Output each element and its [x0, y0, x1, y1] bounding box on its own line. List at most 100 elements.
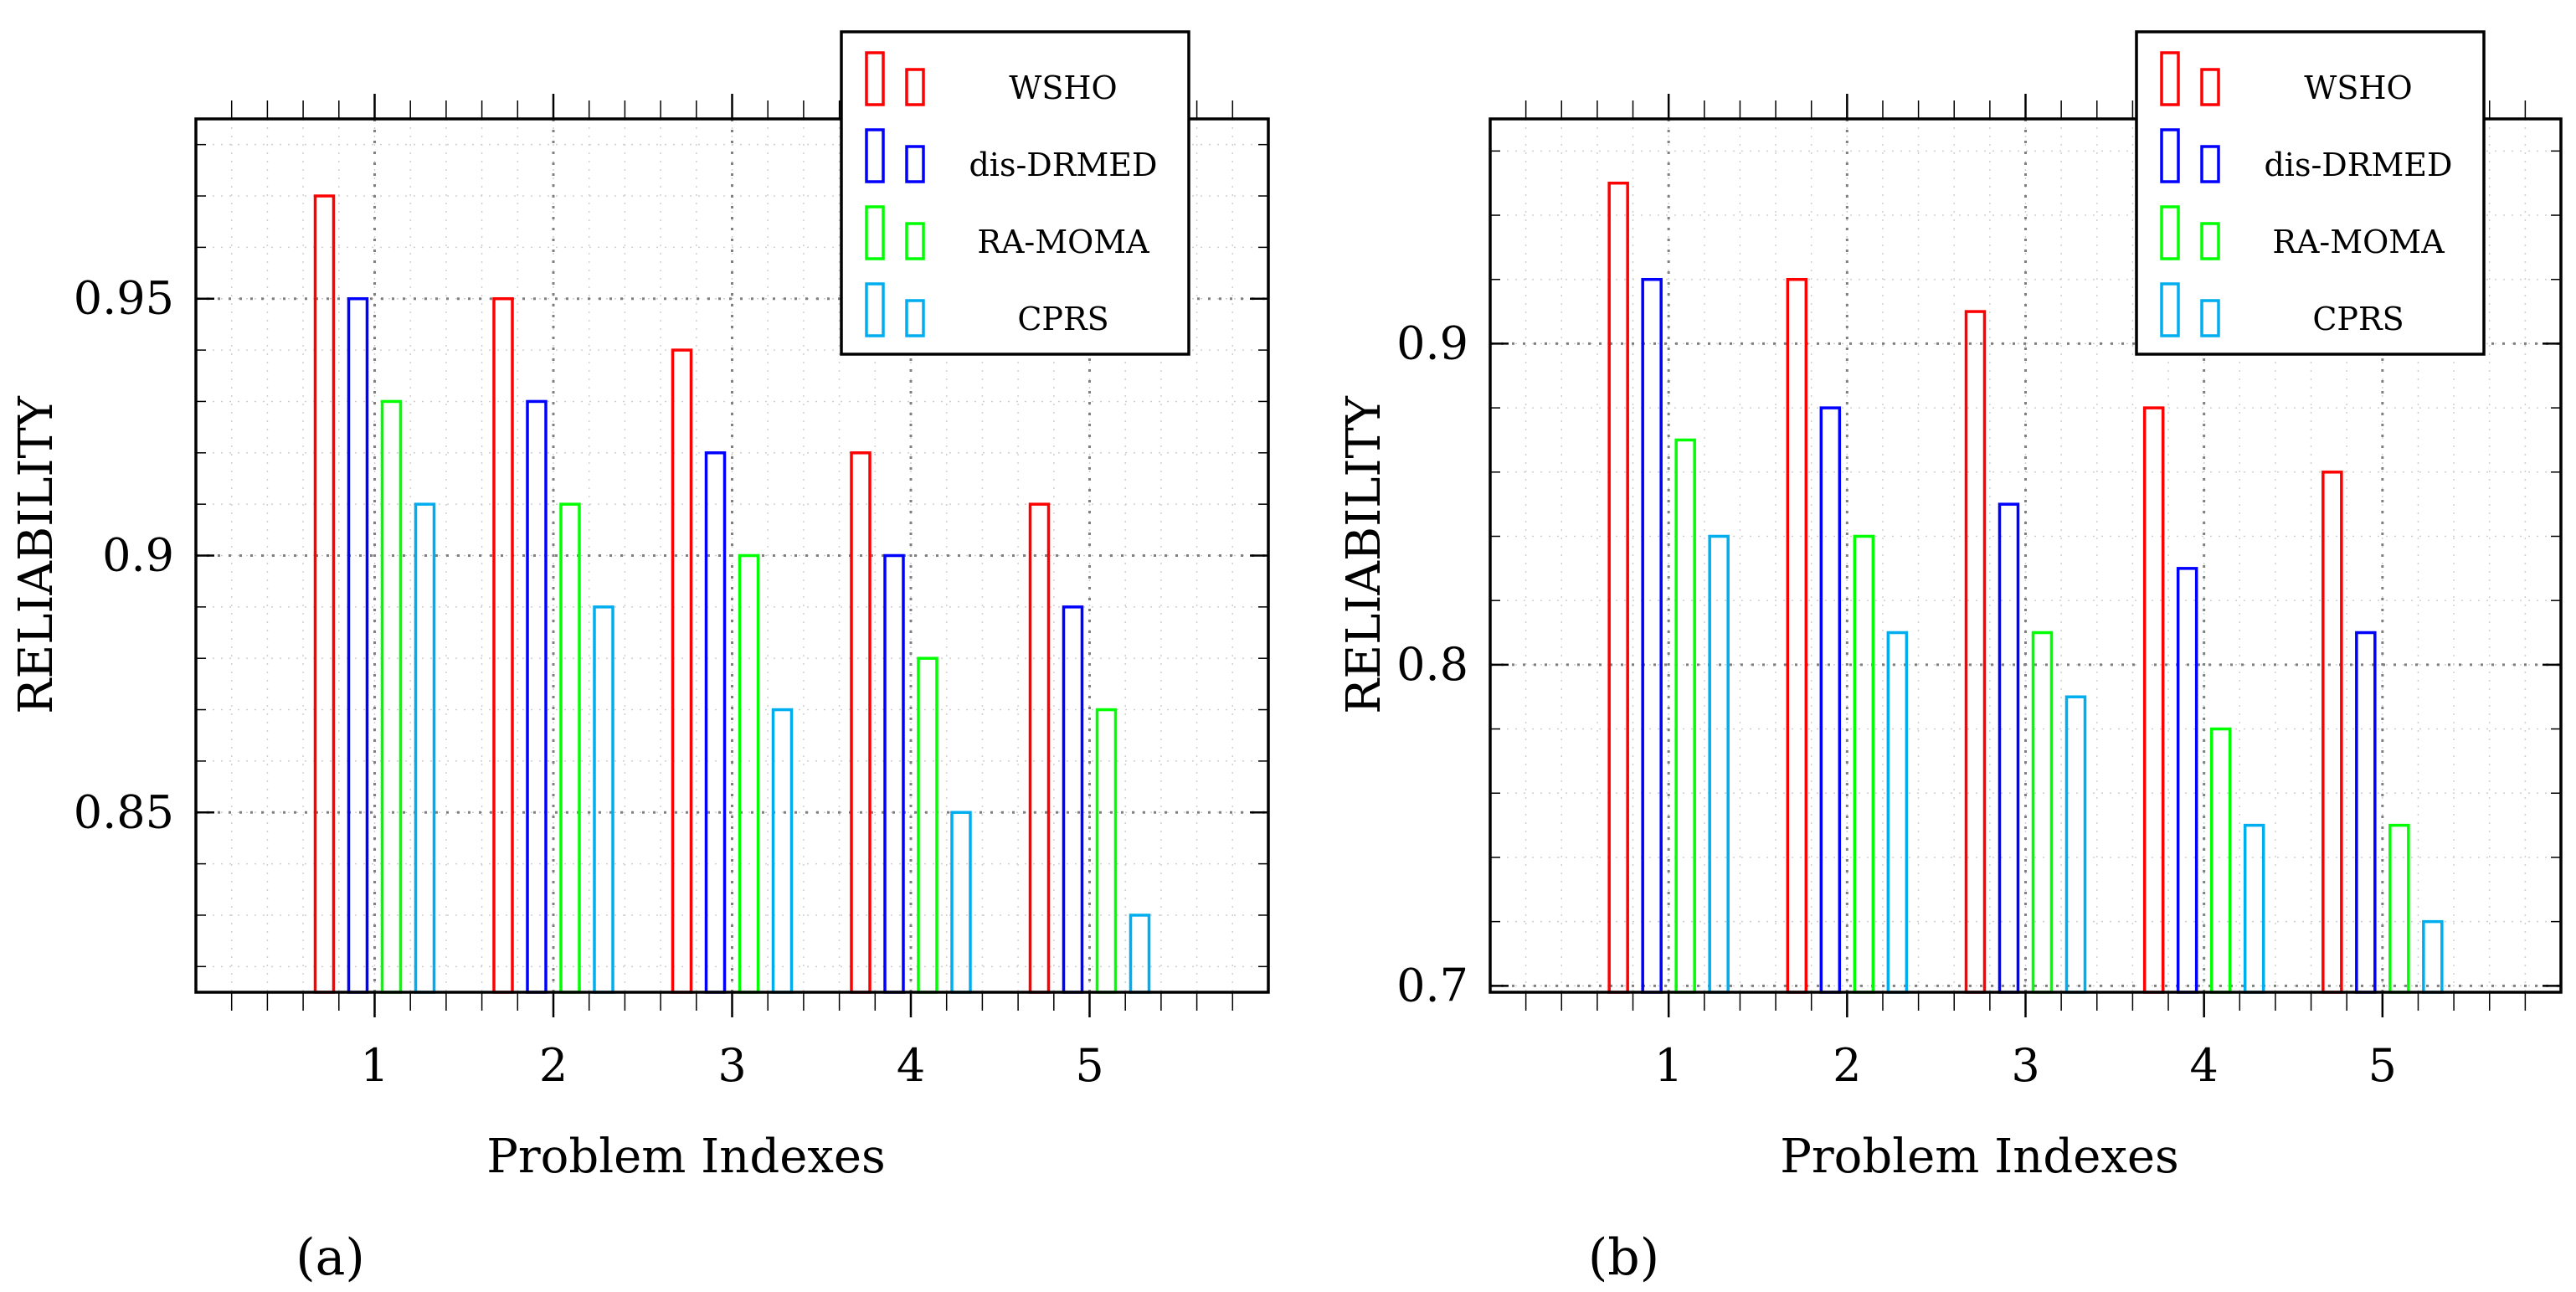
bar — [2388, 823, 2410, 994]
bar — [2209, 727, 2232, 994]
legend-swatch-tall — [865, 128, 885, 183]
bar — [850, 451, 872, 994]
x-tick-label: 4 — [2189, 1039, 2218, 1092]
legend-swatch-tall — [865, 51, 885, 106]
minor-ticks — [1490, 100, 2561, 1011]
x-tick-label: 3 — [717, 1039, 746, 1092]
bar — [917, 656, 938, 994]
series-RA-MOMA — [1674, 438, 2410, 994]
legend-swatch-short — [2200, 68, 2220, 106]
bar — [2064, 695, 2087, 994]
bar — [380, 399, 403, 994]
bar — [738, 553, 760, 994]
legend-label: dis-DRMED — [969, 147, 1157, 183]
chart-panel-1: 0.85 0.9 0.95 1 2 3 4 5 Problem Indexes RELIABILI… — [9, 30, 1270, 1287]
bar — [1028, 502, 1051, 994]
bar — [2031, 631, 2054, 994]
x-tick-label: 2 — [539, 1039, 568, 1092]
bar — [1964, 310, 1987, 994]
y-axis-label: RELIABILITY — [9, 395, 64, 714]
minor-ticks — [196, 100, 1268, 1011]
y-tick-label: 0.9 — [1396, 317, 1468, 369]
legend-box — [2135, 30, 2486, 356]
x-tick-label: 3 — [2011, 1039, 2039, 1092]
bar — [1886, 631, 1909, 994]
legend-swatch-tall — [2160, 128, 2180, 183]
y-axis-label: RELIABILITY — [1337, 395, 1391, 714]
legend-swatch-short — [905, 68, 925, 106]
legend-swatch-tall — [2160, 282, 2180, 337]
bar — [2355, 631, 2377, 994]
bar — [1095, 708, 1118, 994]
bar — [347, 296, 369, 994]
bar — [559, 502, 581, 994]
legend-label: RA-MOMA — [2272, 224, 2445, 260]
x-tick-label: 5 — [1075, 1039, 1103, 1092]
legend-label: WSHO — [2304, 69, 2412, 106]
legend-swatch-tall — [2160, 51, 2180, 106]
y-tick-label: 0.9 — [102, 529, 174, 582]
bar — [1819, 406, 1842, 994]
chart-panel-2: 0.7 0.8 0.9 1 2 3 4 5 Problem Indexes RELIABILITY… — [1337, 30, 2563, 1287]
legend: WSHO dis-DRMED RA-MOMA CPRS — [2135, 30, 2486, 356]
y-tick-label: 0.8 — [1396, 638, 1468, 691]
bar — [2243, 823, 2265, 994]
y-tick-label: 0.7 — [1396, 959, 1468, 1011]
x-axis-label: Problem Indexes — [486, 1130, 886, 1184]
bar — [950, 811, 972, 994]
legend-swatch-short — [2200, 299, 2220, 337]
bar — [526, 399, 548, 994]
legend-label: CPRS — [2312, 301, 2404, 337]
x-tick-label: 1 — [1654, 1039, 1683, 1092]
legend-swatch-short — [2200, 222, 2220, 260]
bar — [1708, 534, 1730, 994]
x-tick-label: 4 — [897, 1039, 925, 1092]
x-axis-label: Problem Indexes — [1780, 1130, 2179, 1184]
panel-label: (a) — [296, 1228, 365, 1287]
legend-swatch-short — [905, 299, 925, 337]
bar — [1853, 534, 1875, 994]
x-tick-label: 5 — [2368, 1039, 2397, 1092]
bar — [2321, 471, 2343, 994]
bar — [1641, 277, 1663, 994]
y-tick-label: 0.95 — [74, 272, 174, 325]
bar — [492, 296, 514, 994]
legend-label: WSHO — [1009, 69, 1117, 106]
bar — [883, 553, 905, 994]
legend-swatch-tall — [865, 282, 885, 337]
legend-swatch-short — [905, 145, 925, 183]
bar — [2142, 406, 2165, 994]
bar — [1062, 605, 1084, 994]
series-RA-MOMA — [380, 399, 1118, 994]
series-dis-DRMED — [347, 296, 1084, 994]
panel-label: (b) — [1588, 1228, 1659, 1287]
legend-box — [840, 30, 1190, 356]
bar — [313, 194, 336, 994]
legend-label: CPRS — [1017, 301, 1108, 337]
bar — [593, 605, 614, 994]
legend-swatch-short — [2200, 145, 2220, 183]
legend-swatch-short — [905, 222, 925, 260]
legend-swatch-tall — [2160, 205, 2180, 260]
bar — [2176, 567, 2198, 994]
bar — [1998, 502, 2020, 994]
legend: WSHO dis-DRMED RA-MOMA CPRS — [840, 30, 1190, 356]
bar — [704, 451, 727, 994]
bar — [2422, 919, 2444, 994]
bar — [671, 348, 693, 994]
legend-label: RA-MOMA — [977, 224, 1149, 260]
x-tick-label: 1 — [360, 1039, 388, 1092]
bar — [771, 708, 794, 994]
bar — [1786, 277, 1808, 994]
major-grid — [1490, 119, 2561, 992]
bar — [1674, 438, 1696, 994]
series-CPRS — [414, 502, 1151, 994]
x-tick-label: 2 — [1833, 1039, 1861, 1092]
legend-swatch-tall — [865, 205, 885, 260]
bar — [1129, 914, 1151, 994]
series-CPRS — [1708, 534, 2444, 994]
legend-label: dis-DRMED — [2264, 147, 2452, 183]
series-dis-DRMED — [1641, 277, 2377, 994]
bar — [1607, 181, 1629, 994]
